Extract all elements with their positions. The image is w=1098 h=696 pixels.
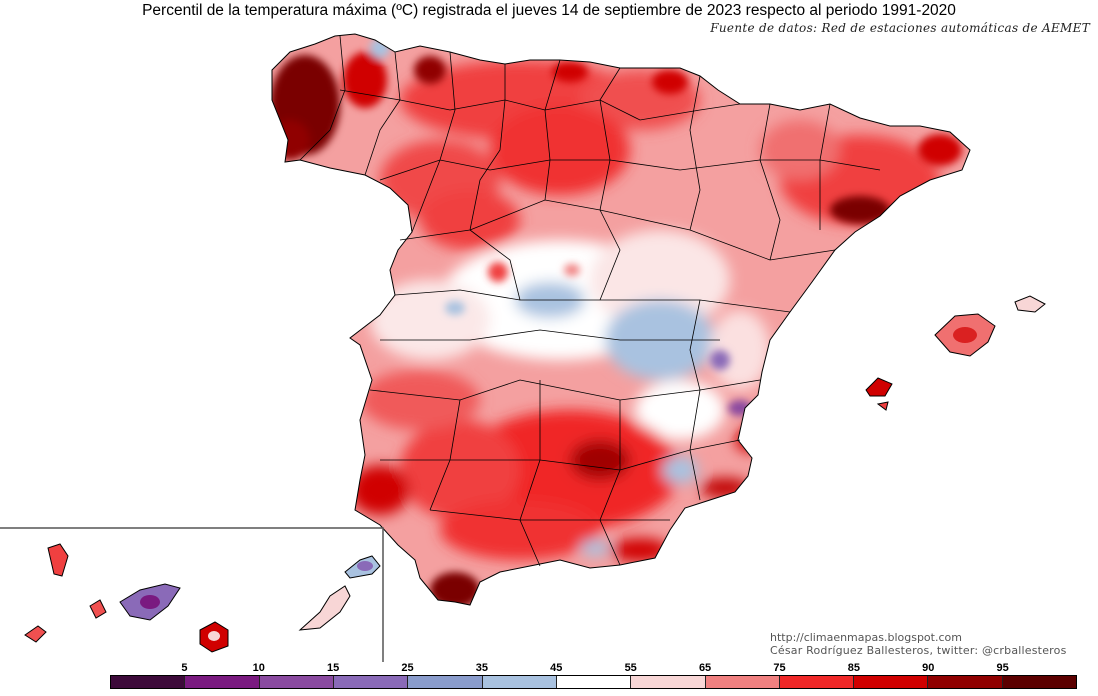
legend-tick-label: 35 xyxy=(475,662,489,674)
legend-tick-label: 45 xyxy=(550,662,563,674)
author-credit: César Rodríguez Ballesteros, twitter: @c… xyxy=(770,644,1067,657)
province-borders xyxy=(299,35,881,567)
legend-swatch xyxy=(705,676,780,688)
legend-swatch xyxy=(556,676,632,688)
legend-swatch xyxy=(631,676,706,688)
legend-tick-label: 85 xyxy=(847,662,860,674)
legend-swatch xyxy=(928,676,1003,688)
legend-swatch xyxy=(185,676,260,688)
legend-tick-label: 5 xyxy=(181,662,188,674)
legend-tick-label: 10 xyxy=(252,662,265,674)
legend-swatch xyxy=(1002,676,1077,688)
legend-swatch xyxy=(259,676,334,688)
color-legend xyxy=(110,675,1077,689)
peninsula xyxy=(271,33,971,606)
legend-tick-label: 90 xyxy=(922,662,935,674)
legend-swatch xyxy=(408,676,483,688)
legend-swatch xyxy=(482,676,557,688)
legend-tick-label: 95 xyxy=(996,662,1009,674)
canary-inset-frame xyxy=(0,527,384,662)
legend-tick-label: 25 xyxy=(401,662,414,674)
map-title: Percentil de la temperatura máxima (ºC) … xyxy=(142,2,956,19)
canary-islands xyxy=(24,543,381,653)
legend-tick-label: 55 xyxy=(624,662,637,674)
credits: http://climaenmapas.blogspot.com César R… xyxy=(770,631,1067,657)
legend-ticks: 5 10 15 25 35 45 55 65 75 85 90 95 xyxy=(110,662,1077,674)
blog-url: http://climaenmapas.blogspot.com xyxy=(770,631,962,644)
legend-tick-label: 75 xyxy=(773,662,786,674)
legend-tick-label: 65 xyxy=(698,662,712,674)
legend-swatch xyxy=(333,676,409,688)
legend-swatch xyxy=(111,676,186,688)
legend-tick-label: 15 xyxy=(327,662,340,674)
legend-swatch xyxy=(779,676,855,688)
balearic-islands xyxy=(865,295,1046,411)
legend-swatch xyxy=(854,676,929,688)
data-source: Fuente de datos: Red de estaciones autom… xyxy=(710,21,1090,35)
